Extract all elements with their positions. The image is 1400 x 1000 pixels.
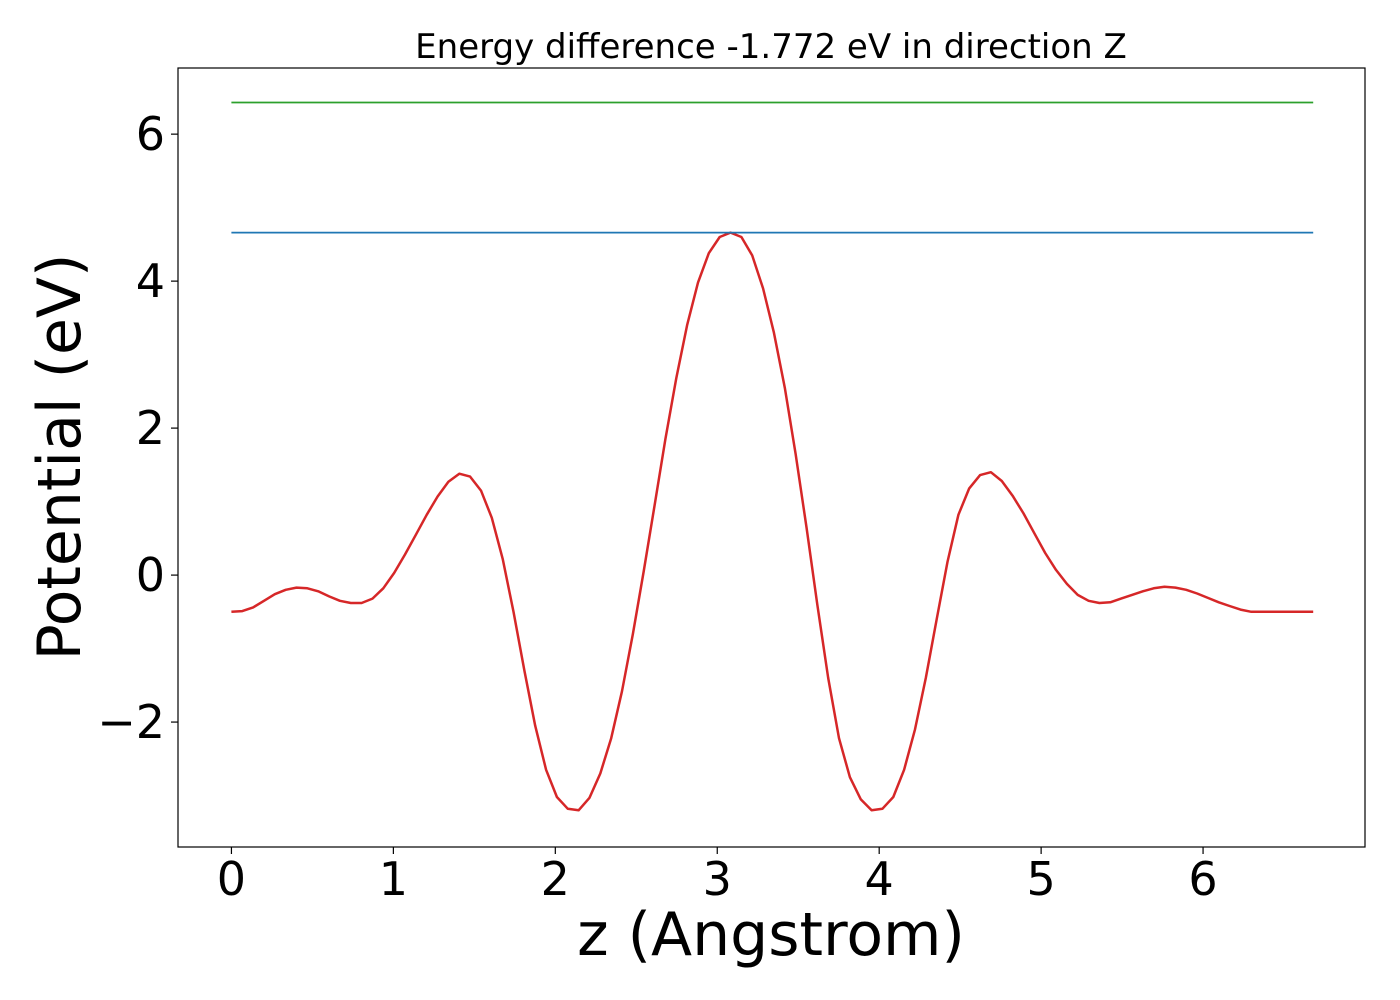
y-tick-label: 0 — [136, 548, 165, 602]
x-tick-label: 4 — [865, 852, 894, 906]
x-tick-label: 5 — [1026, 852, 1055, 906]
y-axis: −2 0 2 4 6 — [97, 107, 178, 749]
y-tick-label: −2 — [97, 695, 165, 749]
x-tick-label: 0 — [217, 852, 246, 906]
y-tick-label: 6 — [136, 107, 165, 161]
y-axis-label: Potential (eV) — [25, 254, 95, 661]
x-tick-label: 2 — [541, 852, 570, 906]
x-tick-label: 6 — [1188, 852, 1217, 906]
x-axis: 0 1 2 3 4 5 6 — [217, 847, 1218, 906]
plot-frame — [177, 67, 1366, 848]
y-tick-label: 2 — [136, 401, 165, 455]
plot-area — [231, 101, 1314, 812]
y-tick-label: 4 — [136, 254, 165, 308]
x-tick-label: 1 — [379, 852, 408, 906]
x-tick-label: 3 — [703, 852, 732, 906]
chart-title: Energy difference -1.772 eV in direction… — [415, 27, 1127, 67]
series-line-1 — [231, 231, 1314, 812]
x-axis-label: z (Angstrom) — [577, 900, 965, 970]
